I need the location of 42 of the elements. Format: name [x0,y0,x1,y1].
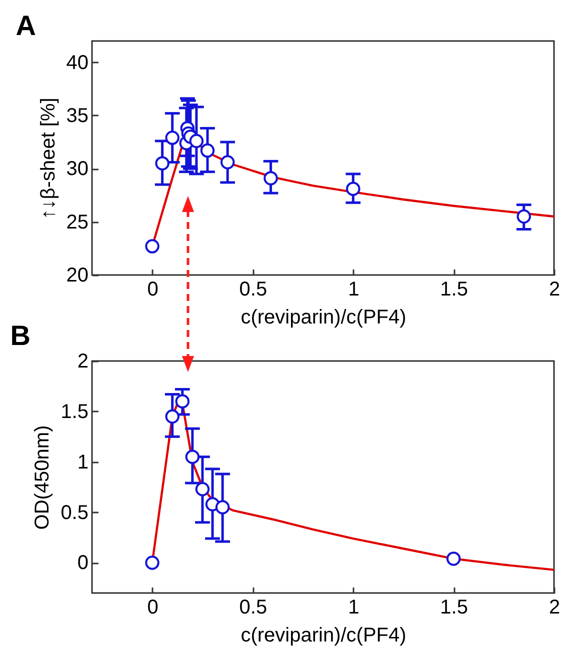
x-axis-title: c(reviparin)/c(PF4) [240,624,406,646]
point [516,209,531,224]
point [189,134,204,148]
point [200,143,215,158]
x-tick-label: 2 [548,596,560,618]
x-tick-label: 0.5 [239,596,268,618]
y-tick-label: 35 [66,104,88,127]
point [446,552,461,566]
y-tick-label: 30 [66,158,88,180]
point [145,556,160,570]
chart-title: B [10,320,30,351]
y-axis-title: ↑↓β-sheet [%] [37,98,60,220]
chart-title: A [16,10,36,41]
point [145,239,160,254]
point [220,155,235,170]
point [175,394,190,408]
x-tick-label: 1 [348,596,360,618]
point [346,182,360,196]
x-axis-title: c(reviparin)/c(PF4) [240,306,406,328]
y-tick-label: 1 [77,451,88,474]
point [185,450,200,464]
point [264,171,278,186]
x-tick-label: 2 [548,278,560,300]
y-tick-label: 20 [66,264,88,286]
y-tick-label: 40 [66,52,88,74]
point [165,130,180,145]
x-tick-label: 1.5 [440,596,468,618]
y-tick-label: 1.5 [60,400,88,423]
point [195,482,210,496]
y-axis-title: OD(450nm) [32,425,54,530]
point [155,156,170,170]
y-tick-label: 0 [77,552,88,574]
x-tick-label: 1.5 [440,278,468,300]
y-tick-label: 2 [77,350,88,372]
y-tick-label: 0.5 [60,502,88,524]
point [215,500,230,514]
x-tick-label: 0 [147,596,158,618]
point [165,409,180,424]
y-tick-label: 25 [66,211,88,234]
x-tick-label: 0.5 [239,278,268,300]
x-tick-label: 0 [147,278,158,300]
x-tick-label: 1 [348,278,360,300]
